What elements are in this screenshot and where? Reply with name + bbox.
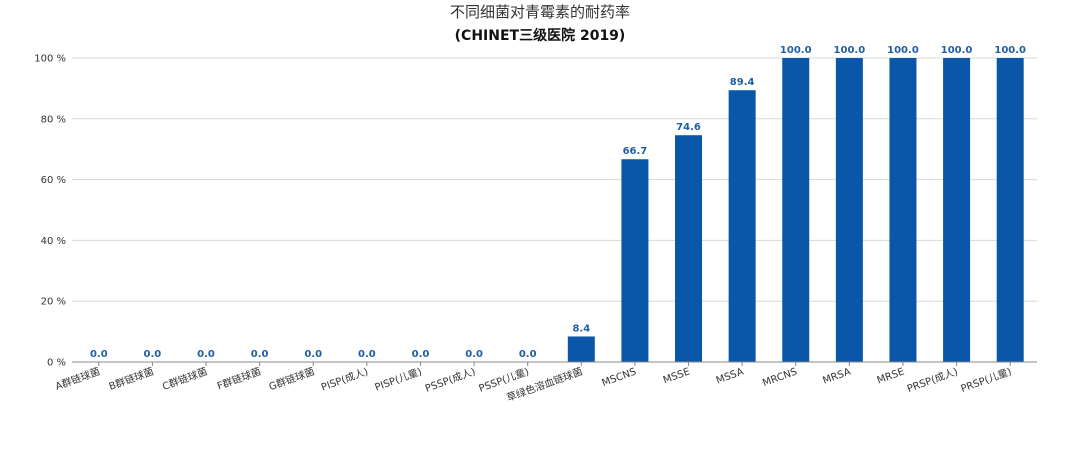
data-label: 8.4 [572,323,590,334]
y-tick-label: 40 % [41,236,66,247]
x-tick-label: PISP(儿童) [373,365,424,394]
x-tick-label: MRSE [876,366,906,386]
data-label: 89.4 [730,77,755,88]
data-label: 0.0 [251,349,269,360]
data-label: 0.0 [465,349,483,360]
x-tick-label: MSCNS [601,366,638,389]
chart-subtitle: (CHINET三级医院 2019) [455,27,626,44]
x-tick-label: A群链球菌 [53,365,101,393]
data-label: 100.0 [994,45,1026,56]
x-tick-label: PRSP(儿童) [959,365,1013,395]
data-label: 66.7 [623,146,648,157]
x-tick-label: MRCNS [761,366,798,389]
y-tick-label: 20 % [41,297,66,308]
x-tick-label: F群链球菌 [215,365,262,393]
data-label: 0.0 [412,349,430,360]
bar [835,58,863,362]
bar [782,58,810,362]
x-tick-label: B群链球菌 [107,365,155,393]
x-tick-label: MRSA [821,366,852,386]
data-label: 100.0 [780,45,812,56]
data-label: 0.0 [197,349,215,360]
data-label: 0.0 [90,349,108,360]
bar [943,58,971,362]
gridlines: 0 % 20 % 40 % 60 % 80 % 100 % [34,54,1037,369]
data-label: 0.0 [144,349,162,360]
data-label: 0.0 [304,349,322,360]
bar [621,159,649,362]
x-tick-label: MSSA [715,366,746,386]
data-labels: 0.0 0.0 0.0 0.0 0.0 0.0 0.0 0.0 0.0 8.4 66.7 74.6 89… [90,45,1026,360]
data-label: 100.0 [887,45,919,56]
bar [889,58,917,362]
bars [567,58,1024,362]
y-tick-label: 60 % [41,175,66,186]
x-tick-label: PRSP(成人) [906,366,960,395]
data-label: 0.0 [358,349,376,360]
bar [567,336,595,362]
x-tick-label: G群链球菌 [267,365,316,394]
data-label: 0.0 [519,349,537,360]
bar [996,58,1024,362]
data-label: 100.0 [834,45,866,56]
x-axis-ticks: A群链球菌 B群链球菌 C群链球菌 F群链球菌 G群链球菌 PISP(成人) PISP(儿童… [53,362,1013,404]
chart-title: 不同细菌对青霉素的耐药率 [450,3,630,21]
x-tick-label: MSSE [662,366,692,386]
x-tick-label: PSSP(成人) [424,366,478,395]
bar [675,135,703,362]
bar [728,90,756,362]
data-label: 74.6 [676,122,701,133]
data-label: 100.0 [941,45,973,56]
y-tick-label: 0 % [47,358,66,369]
y-tick-label: 80 % [41,114,66,125]
x-tick-label: PISP(成人) [320,366,370,394]
x-tick-label: C群链球菌 [160,365,209,393]
y-tick-label: 100 % [34,54,66,65]
